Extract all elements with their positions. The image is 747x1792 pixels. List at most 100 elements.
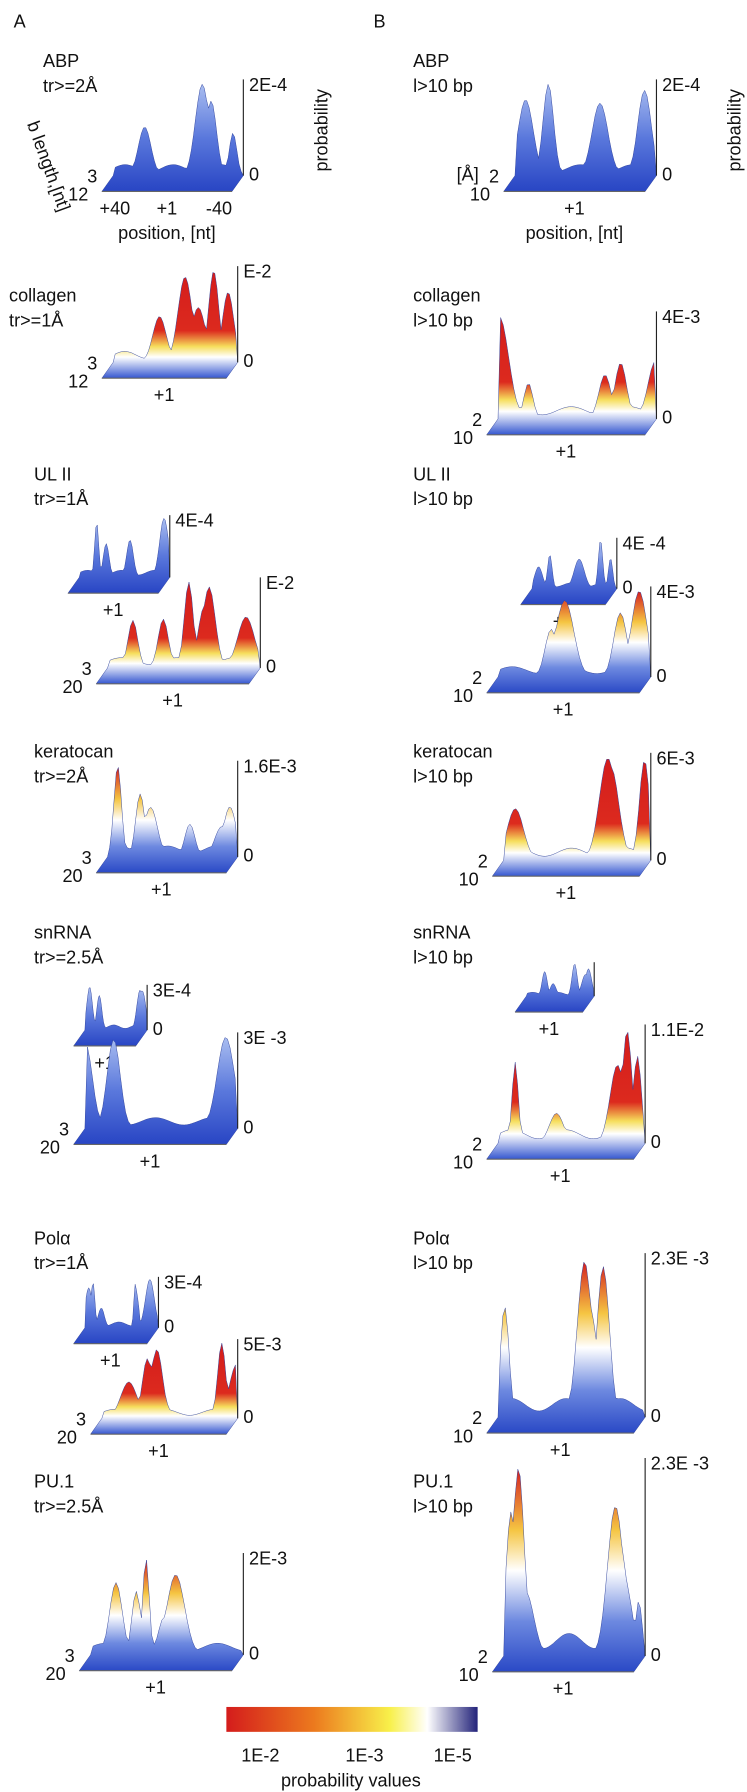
surface: [73, 987, 148, 1047]
panel-condition: l>10 bp: [413, 1253, 473, 1273]
y-tick-label: 10: [453, 1152, 473, 1172]
panel-name: collagen: [9, 285, 76, 305]
surface: [67, 517, 171, 594]
z-tick-label: 0: [662, 164, 672, 184]
z-tick-label: 0: [651, 1132, 661, 1152]
surface: [491, 1469, 646, 1673]
z-tick-label: 0: [164, 1317, 174, 1337]
surface: [101, 272, 238, 379]
surface: [486, 1031, 646, 1160]
x-tick-label: +1: [162, 691, 183, 711]
panel-condition: tr>=1Å: [34, 1253, 89, 1273]
x-tick-label: +1: [100, 1351, 121, 1371]
colorbar-tick: 1E-5: [434, 1746, 472, 1766]
panel-name: Polα: [413, 1228, 450, 1248]
x-tick-label: -40: [206, 198, 232, 218]
panel-label: A: [14, 12, 27, 32]
y-tick-label: 2: [472, 410, 482, 430]
y-tick-label: 20: [46, 1664, 66, 1684]
z-tick-label: E-2: [266, 573, 294, 593]
panel-condition: l>10 bp: [413, 767, 473, 787]
z-tick-label: 0: [153, 1019, 163, 1039]
z-tick-label: 3E-4: [153, 980, 191, 1000]
y-axis-label: [Å]: [457, 164, 479, 184]
panel-condition: l>10 bp: [413, 76, 473, 96]
z-tick-label: 4E-3: [662, 307, 700, 327]
x-tick-label: +1: [140, 1151, 161, 1171]
z-tick-label: 3E -3: [243, 1028, 286, 1048]
surface: [486, 591, 652, 694]
x-tick-label: +1: [539, 1019, 560, 1039]
panel-name: ABP: [43, 51, 79, 71]
y-tick-label: 10: [453, 1426, 473, 1446]
y-tick-label: 2: [472, 1408, 482, 1428]
z-tick-label: 2E-3: [249, 1549, 287, 1569]
panel-condition: tr>=2.5Å: [34, 1497, 104, 1517]
z-tick-label: 0: [651, 1645, 661, 1665]
y-tick-label: 2: [478, 851, 488, 871]
z-tick-label: 1.1E-2: [651, 1020, 704, 1040]
y-tick-label: 12: [68, 185, 88, 205]
x-tick-label: +1: [103, 600, 124, 620]
y-tick-label: 3: [82, 659, 92, 679]
z-tick-label: 0: [651, 1406, 661, 1426]
y-tick-label: 2: [472, 1134, 482, 1154]
colorbar-tick: 1E-3: [345, 1746, 383, 1766]
y-tick-label: 10: [453, 686, 473, 706]
z-tick-label: 2E-4: [662, 75, 700, 95]
panel-name: keratocan: [34, 742, 113, 762]
y-tick-label: 3: [87, 167, 97, 187]
z-tick-label: 4E -4: [623, 533, 666, 553]
y-tick-label: 10: [459, 870, 479, 890]
y-tick-label: 2: [478, 1647, 488, 1667]
panel-condition: tr>=2Å: [43, 76, 98, 96]
surface: [78, 1559, 244, 1671]
surface: [520, 541, 618, 605]
panel-name: UL II: [413, 464, 451, 484]
z-axis-label: probability: [311, 88, 331, 171]
y-tick-label: 20: [62, 866, 82, 886]
z-tick-label: E-2: [243, 262, 271, 282]
z-tick-label: 0: [656, 849, 666, 869]
x-axis-label: position, [nt]: [118, 223, 216, 243]
y-tick-label: 2: [489, 167, 499, 187]
x-tick-label: +1: [151, 880, 172, 900]
z-tick-label: 6E-3: [656, 748, 694, 768]
panel-condition: tr>=1Å: [9, 310, 64, 330]
y-tick-label: 3: [59, 1120, 69, 1140]
surface: [486, 317, 657, 436]
y-tick-label: 10: [459, 1665, 479, 1685]
panel-name: UL II: [34, 464, 72, 484]
surface: [95, 767, 238, 874]
x-tick-label: +1: [145, 1678, 166, 1698]
surface: [73, 1037, 238, 1145]
y-tick-label: 20: [57, 1427, 77, 1447]
z-tick-label: 0: [249, 164, 259, 184]
panel-condition: l>10 bp: [413, 489, 473, 509]
surface: [514, 963, 595, 1013]
surface: [486, 1261, 646, 1434]
z-tick-label: 1.6E-3: [243, 756, 296, 776]
x-tick-label: +1: [564, 198, 585, 218]
surface: [90, 1343, 238, 1435]
x-tick-label: +1: [553, 700, 574, 720]
z-axis-label: probability: [724, 88, 744, 171]
panel-name: PU.1: [413, 1472, 453, 1492]
z-tick-label: 5E-3: [243, 1335, 281, 1355]
z-tick-label: 0: [662, 408, 672, 428]
panel-condition: l>10 bp: [413, 948, 473, 968]
panel-condition: l>10 bp: [413, 310, 473, 330]
y-tick-label: 2: [472, 668, 482, 688]
panel-name: Polα: [34, 1228, 71, 1248]
z-tick-label: 4E-3: [656, 582, 694, 602]
surface: [95, 581, 261, 685]
y-tick-label: 3: [87, 353, 97, 373]
surface: [73, 1279, 159, 1344]
panel-name: keratocan: [413, 742, 492, 762]
panel-name: snRNA: [34, 923, 92, 943]
y-tick-label: 20: [40, 1138, 60, 1158]
panel-condition: l>10 bp: [413, 1497, 473, 1517]
panel-label: B: [374, 12, 386, 32]
